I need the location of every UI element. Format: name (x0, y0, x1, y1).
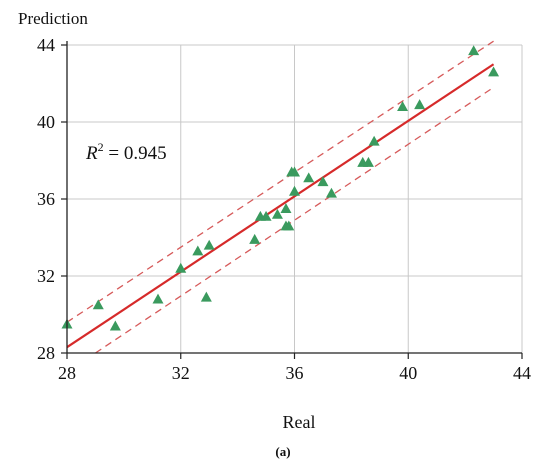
figure-caption: (a) (275, 444, 290, 459)
data-point (468, 45, 480, 56)
data-point (303, 172, 315, 183)
r-squared-annotation: R2 = 0.945 (85, 140, 167, 164)
r-superscript: 2 (98, 140, 104, 154)
y-tick-label: 36 (37, 189, 55, 209)
y-tick-label: 32 (37, 266, 55, 286)
data-point (109, 320, 121, 331)
data-point (271, 208, 283, 219)
confidence-bands (66, 40, 494, 354)
data-point (325, 187, 337, 198)
x-tick-label: 36 (286, 363, 304, 383)
tick-labels: 28 32 36 40 44 28 32 36 40 44 (37, 35, 531, 383)
data-points (61, 45, 500, 331)
data-point (368, 135, 380, 146)
upper-confidence-band (66, 40, 494, 323)
data-point (175, 262, 187, 273)
y-tick-label: 44 (37, 35, 55, 55)
x-tick-label: 28 (58, 363, 76, 383)
lower-confidence-band (95, 86, 494, 354)
r-squared-value: = 0.945 (104, 143, 167, 164)
data-point (289, 166, 300, 177)
data-point (260, 210, 272, 221)
data-point (192, 245, 204, 256)
fit-line (66, 63, 495, 349)
regression-line (66, 63, 495, 349)
data-point (200, 291, 212, 302)
x-tick-label: 44 (513, 363, 531, 383)
x-axis-title: Real (283, 412, 316, 432)
data-point (92, 299, 104, 310)
data-point (280, 203, 292, 214)
data-point (289, 185, 300, 196)
r-symbol: R (85, 143, 98, 164)
data-point (414, 99, 426, 110)
data-point (397, 101, 409, 111)
data-point (317, 176, 329, 187)
data-point (488, 66, 500, 77)
y-axis-title: Prediction (18, 9, 88, 28)
grid-lines (67, 44, 523, 353)
data-point (152, 293, 164, 304)
x-tick-label: 40 (399, 363, 417, 383)
data-point (203, 239, 215, 250)
data-point (362, 156, 374, 167)
x-tick-label: 32 (172, 363, 190, 383)
axes (61, 41, 523, 359)
y-tick-label: 28 (37, 343, 55, 363)
data-point (249, 233, 261, 244)
data-point (283, 220, 295, 231)
y-tick-label: 40 (37, 112, 55, 132)
